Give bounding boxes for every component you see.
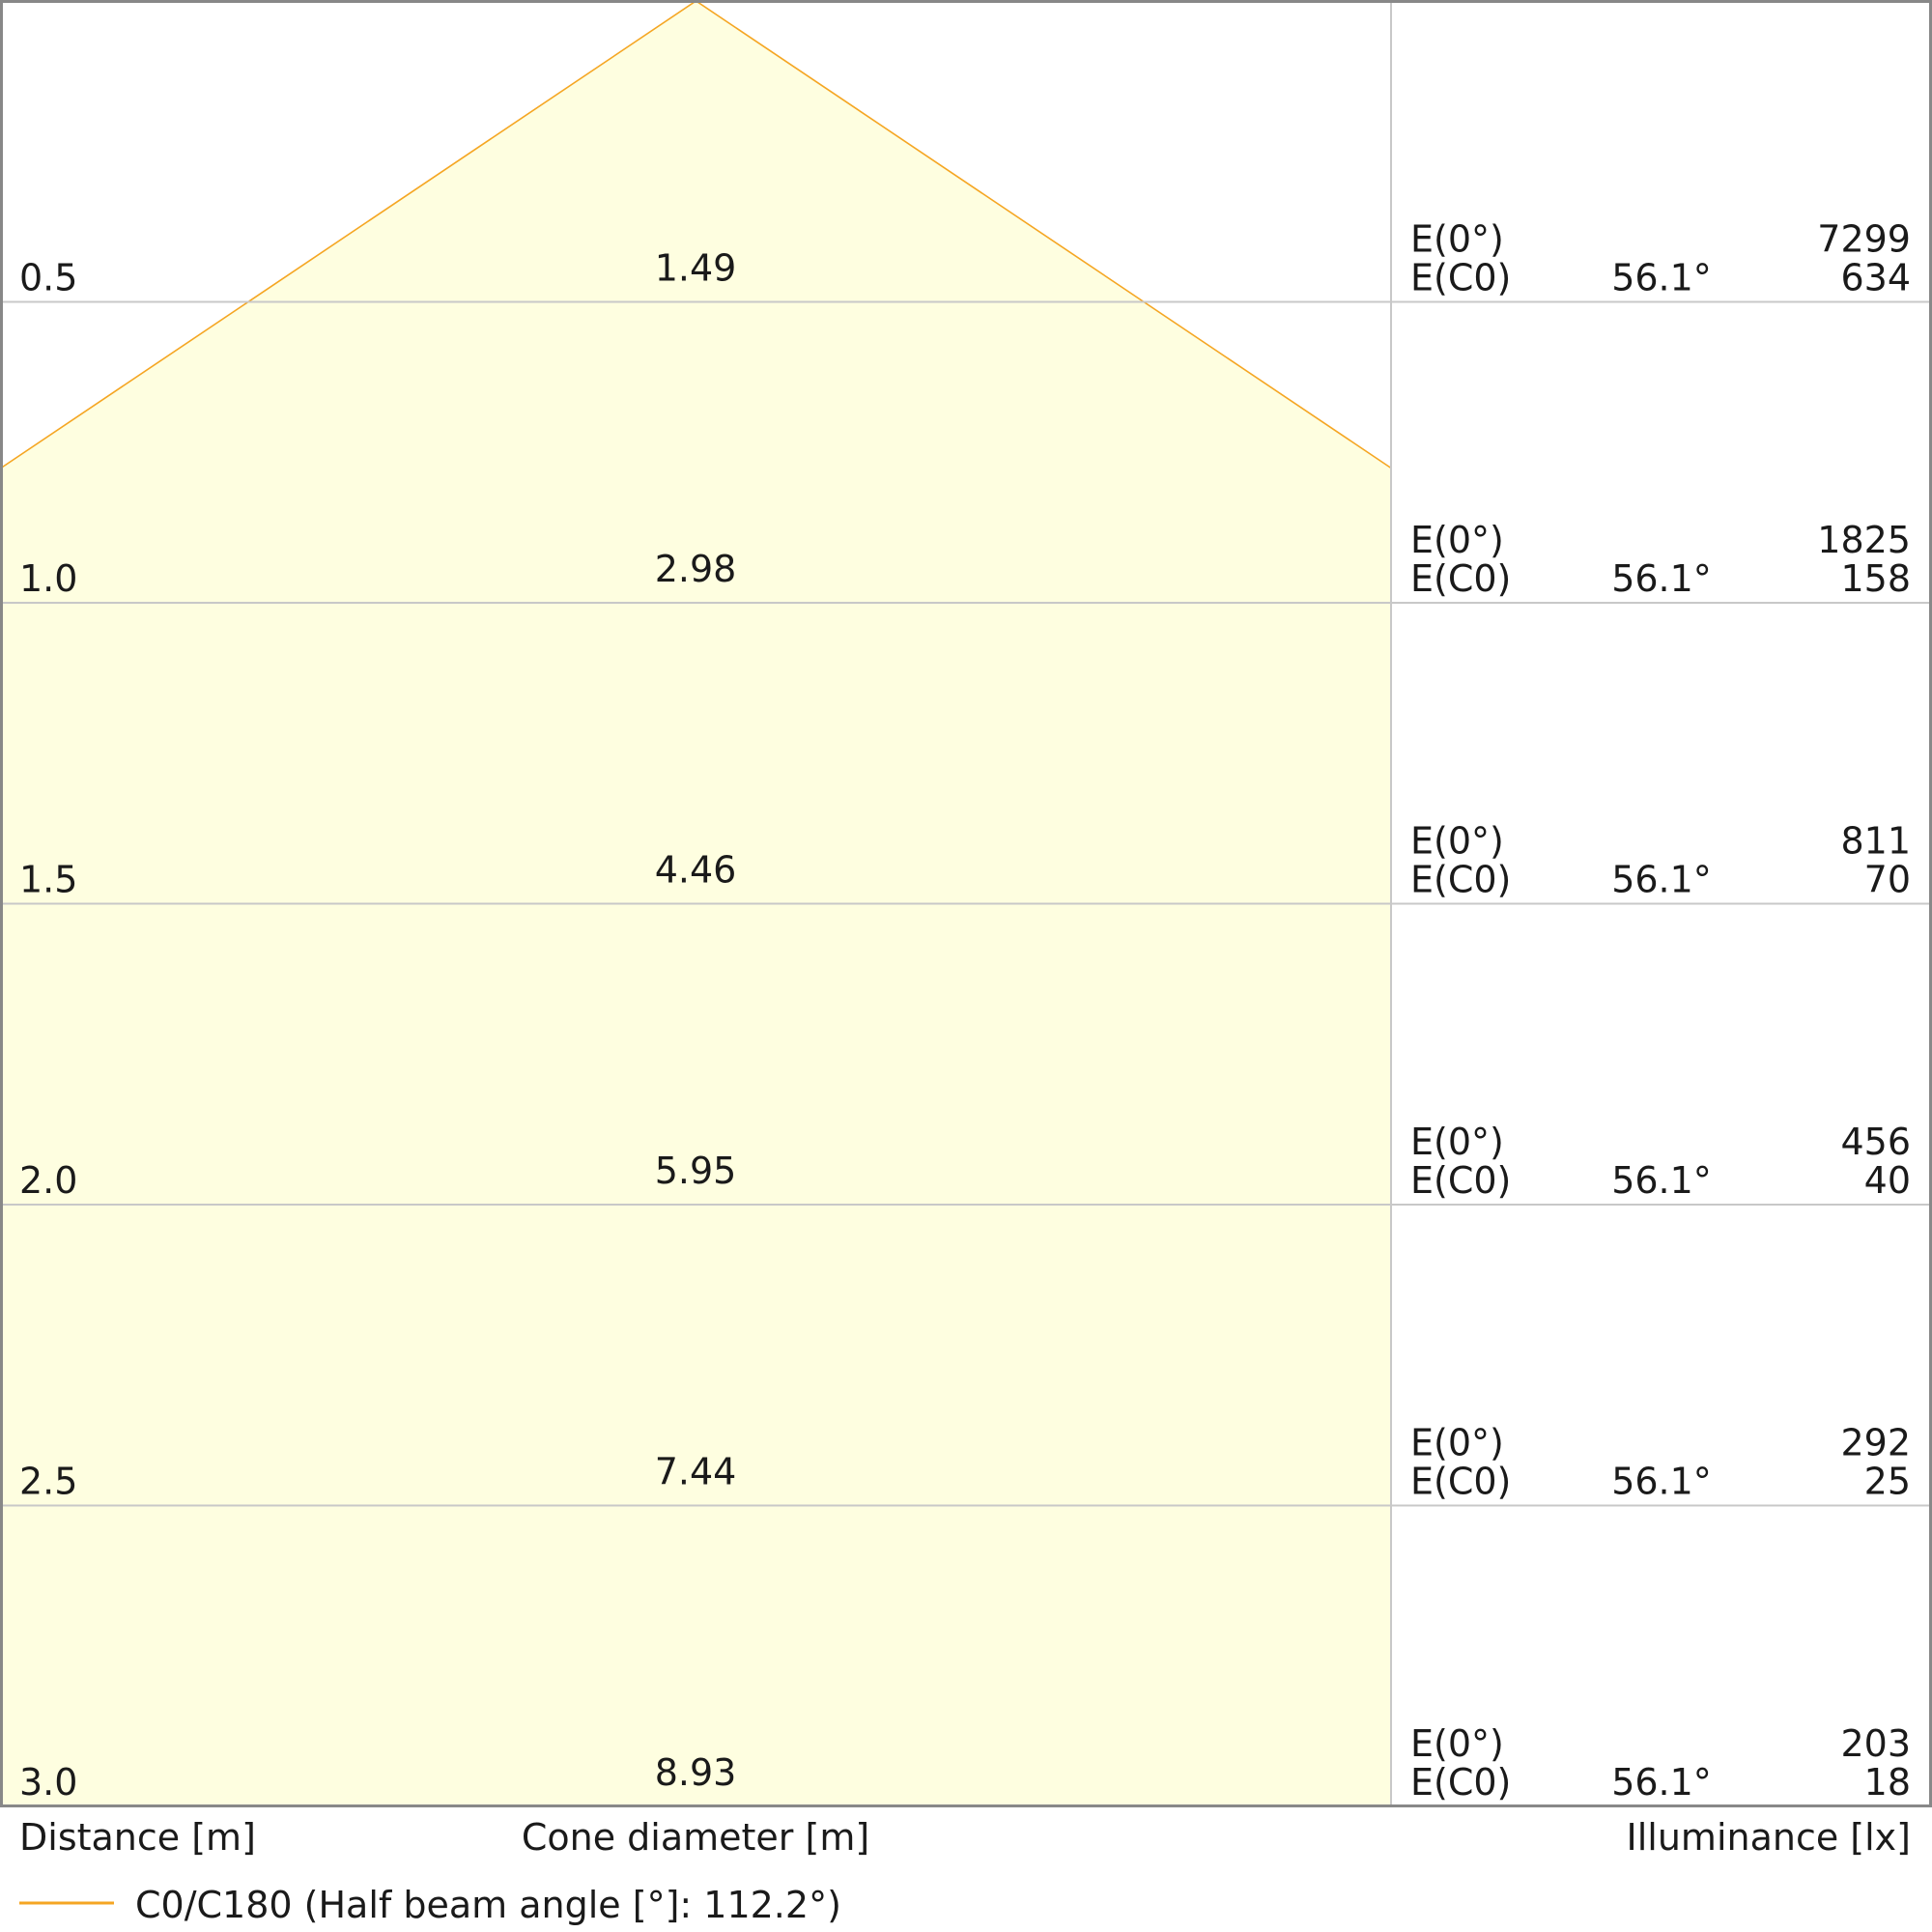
cone-diameter-value: 5.95 — [655, 1150, 737, 1192]
cone-diameter-value: 2.98 — [655, 548, 737, 590]
ec0-label: E(C0) — [1410, 1461, 1511, 1503]
e0-value: 292 — [1840, 1422, 1911, 1464]
cone-diameter-value: 1.49 — [655, 247, 737, 290]
ec0-label: E(C0) — [1410, 1159, 1511, 1202]
e0-value: 203 — [1840, 1722, 1911, 1765]
ec0-label: E(C0) — [1410, 1761, 1511, 1804]
distance-gridlines — [1, 300, 1931, 1507]
c0-angle-value: 56.1° — [1611, 1461, 1712, 1503]
e0-label: E(0°) — [1410, 820, 1504, 863]
cone-diameter-value: 4.46 — [655, 849, 737, 892]
distance-label: 0.5 — [19, 257, 77, 299]
distance-label: 1.5 — [19, 859, 77, 901]
e0-value: 456 — [1840, 1121, 1911, 1163]
ec0-value: 70 — [1864, 859, 1911, 901]
distance-label: 2.0 — [19, 1159, 77, 1202]
ec0-label: E(C0) — [1410, 859, 1511, 901]
distance-label: 3.0 — [19, 1761, 77, 1804]
distance-label: 1.0 — [19, 557, 77, 600]
e0-label: E(0°) — [1410, 218, 1504, 261]
c0-angle-value: 56.1° — [1611, 257, 1712, 299]
ec0-value: 18 — [1864, 1761, 1911, 1804]
e0-label: E(0°) — [1410, 1422, 1504, 1464]
ec0-value: 158 — [1840, 557, 1911, 600]
ec0-value: 40 — [1864, 1159, 1911, 1202]
c0-angle-value: 56.1° — [1611, 859, 1712, 901]
e0-label: E(0°) — [1410, 1121, 1504, 1163]
chart-frame — [0, 0, 1932, 1807]
ec0-value: 25 — [1864, 1461, 1911, 1503]
distance-axis-label: Distance [m] — [19, 1816, 256, 1859]
c0-angle-value: 56.1° — [1611, 1159, 1712, 1202]
illuminance-axis-label: Illuminance [lx] — [1627, 1816, 1911, 1859]
cone-diameter-value: 7.44 — [655, 1451, 737, 1493]
distance-rows: 0.5 1.49 E(0°) 7299 E(C0) 56.1° 634 1.0 2.98 E(0°… — [19, 218, 1911, 1804]
e0-value: 811 — [1840, 820, 1911, 863]
e0-label: E(0°) — [1410, 1722, 1504, 1765]
ec0-value: 634 — [1840, 257, 1911, 299]
ec0-label: E(C0) — [1410, 557, 1511, 600]
c0-angle-value: 56.1° — [1611, 1761, 1712, 1804]
cone-diameter-value: 8.93 — [655, 1751, 737, 1794]
ec0-label: E(C0) — [1410, 257, 1511, 299]
distance-label: 2.5 — [19, 1461, 77, 1503]
e0-value: 1825 — [1817, 519, 1911, 561]
cone-diameter-axis-label: Cone diameter [m] — [522, 1816, 869, 1859]
legend-label-c0-c180: C0/C180 (Half beam angle [°]: 112.2°) — [135, 1884, 841, 1926]
c0-angle-value: 56.1° — [1611, 557, 1712, 600]
e0-label: E(0°) — [1410, 519, 1504, 561]
e0-value: 7299 — [1817, 218, 1911, 261]
